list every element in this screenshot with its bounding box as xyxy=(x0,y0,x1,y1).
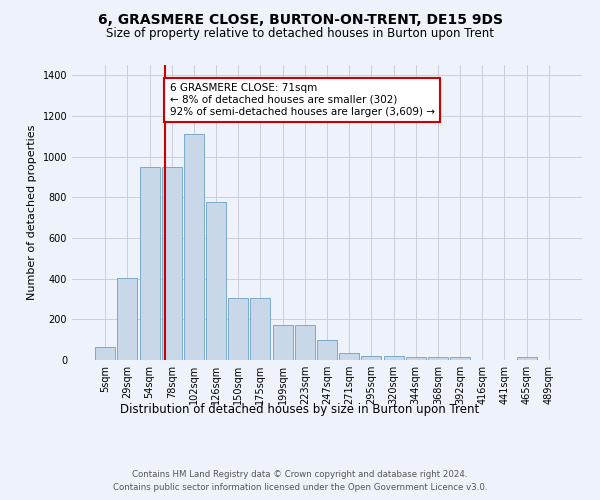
Text: 6 GRASMERE CLOSE: 71sqm
← 8% of detached houses are smaller (302)
92% of semi-de: 6 GRASMERE CLOSE: 71sqm ← 8% of detached… xyxy=(170,84,434,116)
Text: Size of property relative to detached houses in Burton upon Trent: Size of property relative to detached ho… xyxy=(106,28,494,40)
Bar xyxy=(95,347,115,360)
Bar xyxy=(339,353,359,360)
Y-axis label: Number of detached properties: Number of detached properties xyxy=(27,125,37,300)
Bar xyxy=(206,202,226,360)
Text: Contains public sector information licensed under the Open Government Licence v3: Contains public sector information licen… xyxy=(113,482,487,492)
Bar xyxy=(383,356,404,360)
Bar xyxy=(140,166,160,360)
Bar xyxy=(450,358,470,360)
Bar xyxy=(184,134,204,360)
Text: 6, GRASMERE CLOSE, BURTON-ON-TRENT, DE15 9DS: 6, GRASMERE CLOSE, BURTON-ON-TRENT, DE15… xyxy=(97,12,503,26)
Bar xyxy=(361,356,382,360)
Bar xyxy=(272,326,293,360)
Bar xyxy=(428,357,448,360)
Bar xyxy=(406,357,426,360)
Bar xyxy=(228,298,248,360)
Text: Distribution of detached houses by size in Burton upon Trent: Distribution of detached houses by size … xyxy=(121,402,479,415)
Bar xyxy=(317,340,337,360)
Bar xyxy=(162,166,182,360)
Bar xyxy=(517,358,536,360)
Text: Contains HM Land Registry data © Crown copyright and database right 2024.: Contains HM Land Registry data © Crown c… xyxy=(132,470,468,479)
Bar xyxy=(250,298,271,360)
Bar xyxy=(295,326,315,360)
Bar xyxy=(118,278,137,360)
